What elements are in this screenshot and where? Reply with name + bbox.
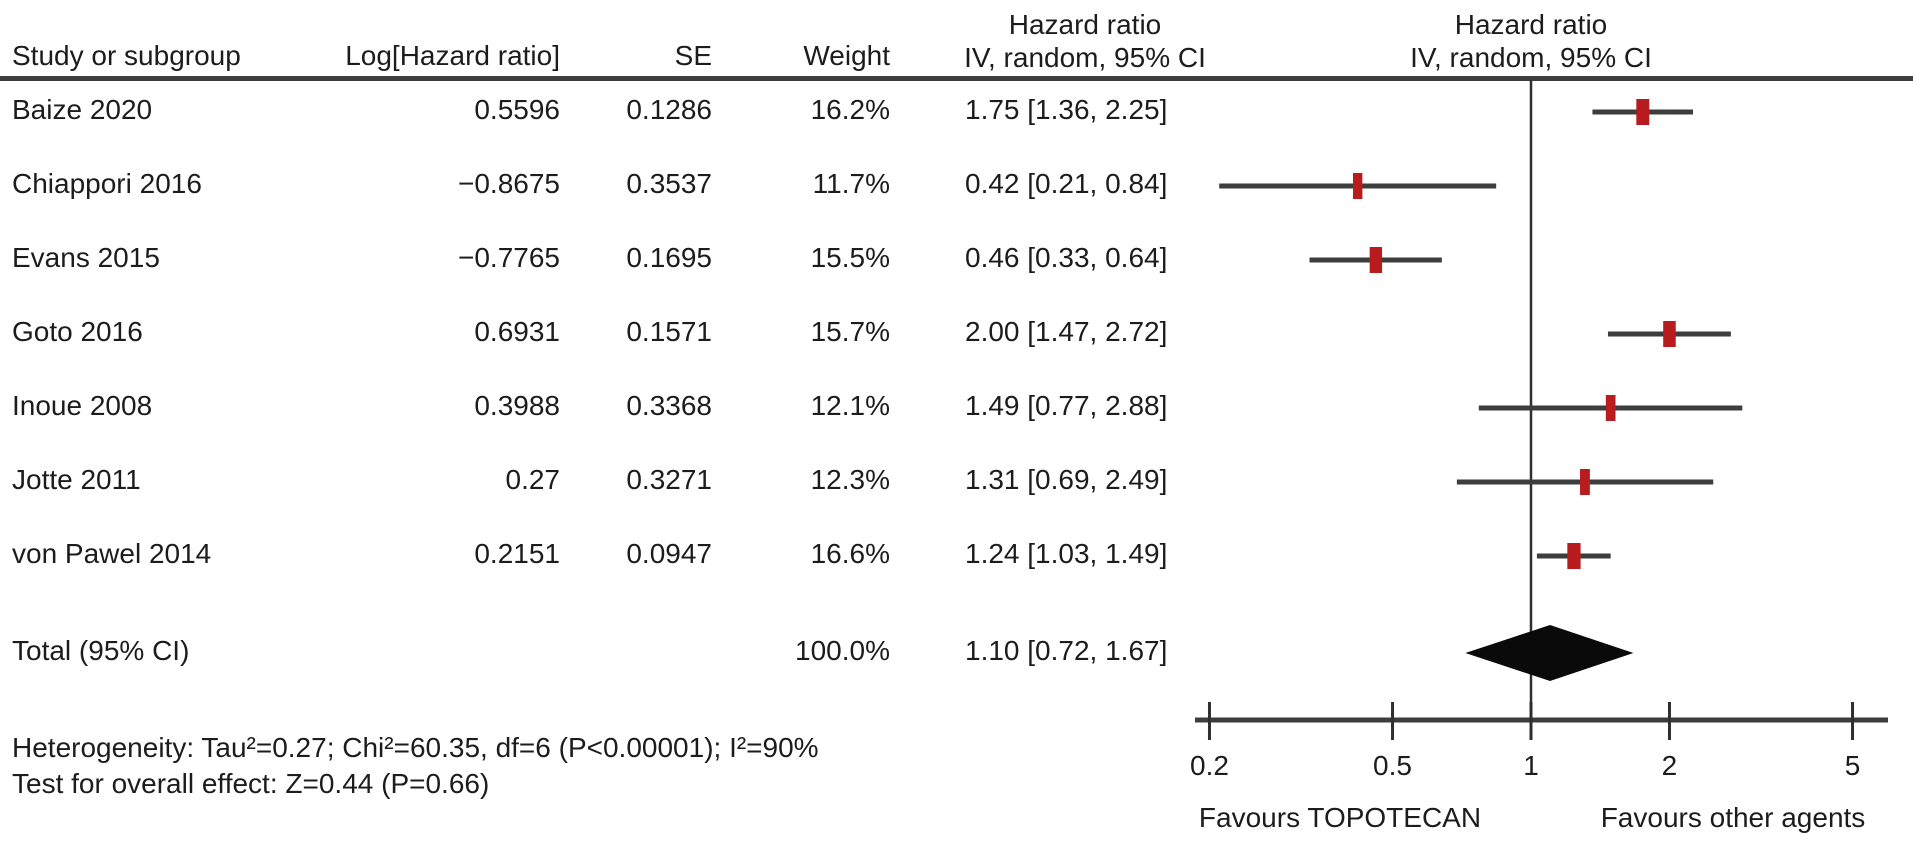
table-row: Goto 2016 0.6931 0.1571 15.7% 2.00 [1.47… [0, 316, 1913, 352]
row-study-label: Inoue 2008 [12, 390, 153, 421]
header-hazard-ratio-line1: Hazard ratio [1008, 9, 1162, 40]
header-study: Study or subgroup [12, 40, 241, 71]
hr-marker [1636, 99, 1650, 125]
total-hr-ci: 1.10 [0.72, 1.67] [965, 635, 1168, 666]
hr-marker [1663, 321, 1676, 347]
row-weight: 16.6% [810, 538, 890, 569]
row-study-label: Goto 2016 [12, 316, 143, 347]
axis-tick-label: 5 [1845, 750, 1861, 781]
row-log-hr: 0.3988 [474, 390, 560, 421]
row-se: 0.1571 [626, 316, 712, 347]
row-hr-ci: 1.31 [0.69, 2.49] [965, 464, 1168, 495]
favours-right-label: Favours other agents [1601, 802, 1866, 833]
table-row: Baize 2020 0.5596 0.1286 16.2% 1.75 [1.3… [0, 94, 1913, 130]
row-study-label: Baize 2020 [12, 94, 153, 125]
total-label: Total (95% CI) [12, 635, 190, 666]
row-se: 0.3537 [626, 168, 712, 199]
axis-tick-label: 2 [1662, 750, 1678, 781]
header-rule [0, 76, 1913, 81]
row-study-label: Evans 2015 [12, 242, 160, 273]
row-log-hr: −0.8675 [458, 168, 560, 199]
table-row: Chiappori 2016 −0.8675 0.3537 11.7% 0.42… [0, 168, 1913, 204]
row-log-hr: −0.7765 [458, 242, 560, 273]
row-weight: 11.7% [812, 168, 890, 199]
row-se: 0.1286 [626, 94, 712, 125]
header-log-hazard-ratio: Log[Hazard ratio] [345, 40, 560, 71]
hr-marker [1353, 173, 1363, 199]
header-hazard-ratio-line2: IV, random, 95% CI [964, 42, 1206, 73]
row-log-hr: 0.2151 [474, 538, 560, 569]
row-hr-ci: 0.42 [0.21, 0.84] [965, 168, 1168, 199]
row-weight: 12.3% [810, 464, 890, 495]
axis-tick-label: 1 [1523, 750, 1539, 781]
table-row: Inoue 2008 0.3988 0.3368 12.1% 1.49 [0.7… [0, 390, 1913, 426]
axis-tick-label: 0.2 [1190, 750, 1229, 781]
hr-marker [1567, 543, 1581, 569]
row-se: 0.3271 [626, 464, 712, 495]
header-plot-line1: Hazard ratio [1454, 9, 1608, 40]
hr-marker [1580, 469, 1590, 495]
row-hr-ci: 1.49 [0.77, 2.88] [965, 390, 1168, 421]
header-plot-line2: IV, random, 95% CI [1410, 42, 1652, 73]
row-log-hr: 0.6931 [474, 316, 560, 347]
hr-marker [1605, 395, 1616, 421]
total-diamond [1465, 625, 1634, 681]
heterogeneity-text: Heterogeneity: Tau²=0.27; Chi²=60.35, df… [12, 732, 819, 763]
row-se: 0.0947 [626, 538, 712, 569]
total-row: Total (95% CI) 100.0% 1.10 [0.72, 1.67] [0, 635, 1913, 671]
row-se: 0.3368 [626, 390, 712, 421]
header-se: SE [674, 40, 712, 71]
total-weight: 100.0% [795, 635, 890, 666]
row-log-hr: 0.27 [505, 464, 561, 495]
favours-left-label: Favours TOPOTECAN [1199, 802, 1481, 833]
row-hr-ci: 2.00 [1.47, 2.72] [965, 316, 1168, 347]
header-weight: Weight [803, 40, 890, 71]
row-log-hr: 0.5596 [474, 94, 560, 125]
row-weight: 12.1% [810, 390, 890, 421]
row-hr-ci: 1.75 [1.36, 2.25] [965, 94, 1168, 125]
table-row: von Pawel 2014 0.2151 0.0947 16.6% 1.24 … [0, 538, 1913, 574]
row-study-label: von Pawel 2014 [12, 538, 212, 569]
table-row: Evans 2015 −0.7765 0.1695 15.5% 0.46 [0.… [0, 242, 1913, 278]
row-weight: 15.7% [810, 316, 890, 347]
axis-tick-label: 0.5 [1373, 750, 1412, 781]
row-hr-ci: 0.46 [0.33, 0.64] [965, 242, 1168, 273]
header-hazard-ratio-column: Hazard ratio IV, random, 95% CI [935, 8, 1235, 74]
overall-effect-text: Test for overall effect: Z=0.44 (P=0.66) [12, 768, 490, 799]
hr-marker [1369, 247, 1383, 273]
row-weight: 16.2% [810, 94, 890, 125]
row-weight: 15.5% [810, 242, 890, 273]
header-plot-column: Hazard ratio IV, random, 95% CI [1381, 8, 1681, 74]
row-study-label: Jotte 2011 [12, 464, 141, 495]
row-study-label: Chiappori 2016 [12, 168, 202, 199]
table-row: Jotte 2011 0.27 0.3271 12.3% 1.31 [0.69,… [0, 464, 1913, 500]
row-hr-ci: 1.24 [1.03, 1.49] [965, 538, 1168, 569]
row-se: 0.1695 [626, 242, 712, 273]
